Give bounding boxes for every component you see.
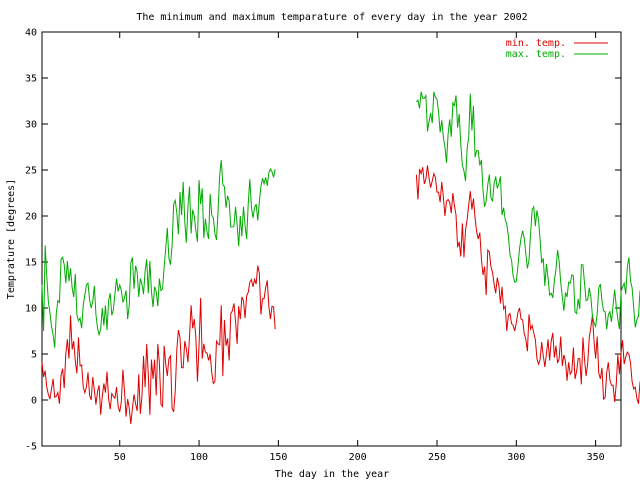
x-tick-label: 300 xyxy=(507,452,525,463)
y-tick-label: 30 xyxy=(25,120,37,131)
y-tick-label: 15 xyxy=(25,258,37,269)
series-layer xyxy=(41,91,640,424)
legend: min. temp.max. temp. xyxy=(506,38,608,60)
y-tick-label: 20 xyxy=(25,212,37,223)
x-tick-label: 100 xyxy=(190,452,208,463)
series-line-min-1 xyxy=(41,265,276,424)
y-tick-label: -5 xyxy=(25,442,37,453)
y-axis-label: Temprature [degrees] xyxy=(6,179,17,299)
y-axis: -5 0 5 10 15 20 25 30 35 40 xyxy=(25,28,621,453)
x-tick-label: 200 xyxy=(349,452,367,463)
series-line-min-2 xyxy=(415,165,640,404)
y-tick-label: 10 xyxy=(25,304,37,315)
x-axis-label: The day in the year xyxy=(275,469,389,480)
x-tick-label: 250 xyxy=(428,452,446,463)
legend-label: max. temp. xyxy=(506,49,566,60)
x-tick-label: 150 xyxy=(269,452,287,463)
y-tick-label: 0 xyxy=(31,396,37,407)
x-tick-label: 50 xyxy=(114,452,126,463)
y-tick-label: 35 xyxy=(25,74,37,85)
y-tick-label: 40 xyxy=(25,28,37,39)
series-line-max-1 xyxy=(41,159,276,348)
x-axis: 50 100 150 200 250 300 350 xyxy=(114,32,605,463)
x-tick-label: 350 xyxy=(587,452,605,463)
y-tick-label: 5 xyxy=(31,350,37,361)
series-line-max-2 xyxy=(415,91,640,330)
plot-frame xyxy=(41,31,622,447)
legend-label: min. temp. xyxy=(506,38,566,49)
y-tick-label: 25 xyxy=(25,166,37,177)
chart-title: The minimum and maximum temparature of e… xyxy=(136,12,527,23)
